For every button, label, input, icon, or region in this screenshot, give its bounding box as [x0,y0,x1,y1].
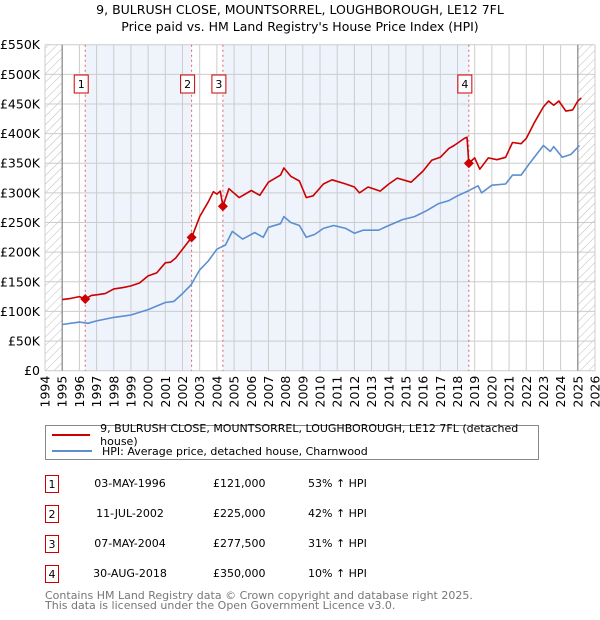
ownership-band [85,44,192,371]
y-tick-label: £400K [0,126,41,141]
y-tick-label: £250K [0,215,41,230]
sale-label-box [180,74,196,94]
x-tick-label: 2023 [536,376,551,408]
x-tick-label: 2025 [570,376,585,408]
sale-price: £121,000 [213,477,266,490]
x-tick-label: 2009 [295,376,310,408]
y-tick-label: £450K [0,96,41,111]
legend-swatch-price [52,434,91,436]
x-tick-label: 2000 [141,376,156,408]
x-tick-label: 2007 [261,376,276,408]
sale-label-number: 1 [78,78,85,91]
legend-label-hpi: HPI: Average price, detached house, Char… [102,444,368,458]
sale-price: £225,000 [213,507,266,520]
x-tick-label: 2002 [175,376,190,408]
sale-number: 2 [45,505,59,523]
sale-label-box [211,74,227,94]
x-tick-label: 2015 [398,376,413,408]
sale-label-number: 4 [461,78,468,91]
x-tick-label: 1994 [38,376,53,408]
y-tick-label: £150K [0,274,41,289]
price-chart: £0 £50K £100K £150K £200K £250K £300K £350K £400… [0,37,600,408]
legend-swatch-hpi [52,450,92,452]
x-tick-label: 1998 [106,376,121,408]
y-tick-label: £300K [0,185,41,200]
x-tick-label: 2016 [416,376,431,408]
y-tick-label: £350K [0,156,41,171]
x-tick-label: 2022 [519,376,534,408]
legend-label-price: 9, BULRUSH CLOSE, MOUNTSORREL, LOUGHBORO… [100,422,519,448]
sale-label-number: 2 [184,78,191,91]
x-tick-label: 2021 [502,376,517,408]
x-tick-label: 2024 [553,376,568,408]
sale-point [186,232,197,243]
y-tick-label: £0 [24,363,40,378]
sale-price: £350,000 [213,567,266,580]
sale-date: 11-JUL-2002 [96,507,164,520]
x-tick-label: 1999 [123,376,138,408]
hpi-series-line [62,144,581,326]
x-tick-label: 2001 [158,376,173,408]
x-tick-label: 2013 [364,376,379,408]
sale-number: 1 [45,475,59,493]
sale-label-number: 3 [215,78,222,91]
sale-hpi-diff: 31% ↑ HPI [308,537,367,550]
sale-hpi-diff: 42% ↑ HPI [308,507,367,520]
sale-hpi-diff: 53% ↑ HPI [308,477,367,490]
table-row: 2 11-JUL-2002 £225,000 42% ↑ HPI [45,505,445,525]
sale-date: 03-MAY-1996 [94,477,166,490]
table-row: 3 07-MAY-2004 £277,500 31% ↑ HPI [45,535,445,555]
sale-price: £277,500 [213,537,266,550]
x-tick-label: 2012 [347,376,362,408]
x-tick-label: 1995 [55,376,70,408]
x-tick-label: 2018 [450,376,465,408]
x-tick-label: 2019 [467,376,482,408]
x-tick-label: 2010 [313,376,328,408]
x-tick-label: 2017 [433,376,448,408]
sale-label-box [73,74,89,94]
price-series-line [62,97,582,301]
chart-subtitle: Price paid vs. HM Land Registry's House … [121,19,479,34]
x-tick-label: 2014 [381,376,396,408]
x-tick-label: 2004 [209,376,224,408]
chart-title: 9, BULRUSH CLOSE, MOUNTSORREL, LOUGHBORO… [96,2,504,17]
no-data-region [45,44,63,371]
x-tick-label: 2008 [278,376,293,408]
sale-number: 3 [45,535,59,553]
x-tick-label: 2006 [244,376,259,408]
sale-number: 4 [45,565,59,583]
sale-label-box [457,74,473,94]
legend-item-price: 9, BULRUSH CLOSE, MOUNTSORREL, LOUGHBORO… [52,422,538,448]
footer-copyright: Contains HM Land Registry data © Crown c… [45,589,473,602]
sale-point [80,293,91,304]
sale-hpi-diff: 10% ↑ HPI [308,567,367,580]
y-tick-label: £50K [8,334,41,349]
x-tick-label: 2003 [192,376,207,408]
no-data-region [577,44,595,371]
legend: 9, BULRUSH CLOSE, MOUNTSORREL, LOUGHBORO… [45,422,539,460]
x-tick-label: 1997 [89,376,104,408]
sale-point [463,158,474,169]
sale-date: 07-MAY-2004 [94,537,166,550]
y-tick-label: £100K [0,304,41,319]
table-row: 1 03-MAY-1996 £121,000 53% ↑ HPI [45,475,445,495]
x-tick-label: 2011 [330,376,345,408]
y-tick-label: £200K [0,245,41,260]
sale-point [217,201,228,212]
x-tick-label: 2005 [227,376,242,408]
y-tick-label: £500K [0,67,41,82]
x-tick-label: 1996 [72,376,87,408]
legend-item-hpi: HPI: Average price, detached house, Char… [52,443,368,459]
sale-date: 30-AUG-2018 [93,567,167,580]
y-tick-label: £550K [0,37,41,52]
ownership-band [222,44,469,371]
x-tick-label: 2026 [588,376,600,408]
table-row: 4 30-AUG-2018 £350,000 10% ↑ HPI [45,565,445,585]
x-tick-label: 2020 [484,376,499,408]
footer-licence: This data is licensed under the Open Gov… [45,599,396,612]
